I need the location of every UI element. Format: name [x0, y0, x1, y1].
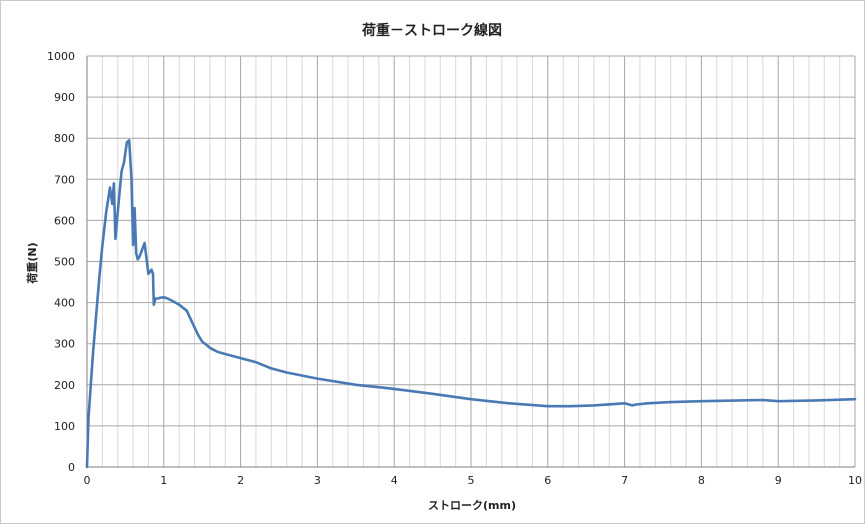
y-tick-label: 500: [54, 256, 75, 269]
y-tick-label: 700: [54, 173, 75, 186]
x-tick-label: 1: [160, 474, 167, 487]
y-tick-label: 1000: [47, 50, 75, 63]
y-axis-label: 荷重(N): [25, 242, 39, 284]
x-tick-label: 4: [391, 474, 398, 487]
y-tick-label: 100: [54, 420, 75, 433]
y-tick-labels: 0 100 200 300 400 500 600 700 800 900 1000: [47, 50, 75, 474]
y-tick-label: 300: [54, 338, 75, 351]
x-tick-label: 2: [237, 474, 244, 487]
y-tick-label: 800: [54, 132, 75, 145]
x-tick-labels: 0 1 2 3 4 5 6 7 8 9 10: [84, 474, 863, 487]
y-tick-label: 900: [54, 91, 75, 104]
x-tick-label: 0: [84, 474, 91, 487]
y-tick-label: 0: [68, 461, 75, 474]
x-tick-label: 3: [314, 474, 321, 487]
x-tick-label: 10: [848, 474, 862, 487]
series: [85, 139, 857, 469]
x-tick-label: 5: [468, 474, 475, 487]
axes: [86, 56, 855, 468]
series-line: [85, 139, 857, 469]
x-tick-label: 9: [775, 474, 782, 487]
x-tick-label: 8: [698, 474, 705, 487]
x-tick-label: 6: [544, 474, 551, 487]
y-tick-label: 600: [54, 214, 75, 227]
major-gridlines: [86, 55, 856, 468]
x-axis-label: ストローク(mm): [428, 499, 516, 512]
y-tick-label: 200: [54, 379, 75, 392]
x-tick-label: 7: [621, 474, 628, 487]
chart-title: 荷重－ストローク線図: [361, 22, 502, 39]
y-tick-label: 400: [54, 297, 75, 310]
